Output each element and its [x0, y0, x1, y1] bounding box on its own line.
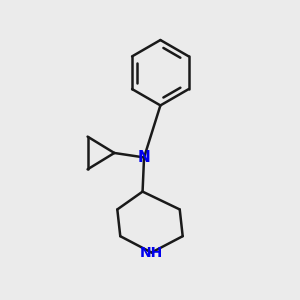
- Text: NH: NH: [140, 245, 163, 260]
- Text: N: N: [138, 150, 150, 165]
